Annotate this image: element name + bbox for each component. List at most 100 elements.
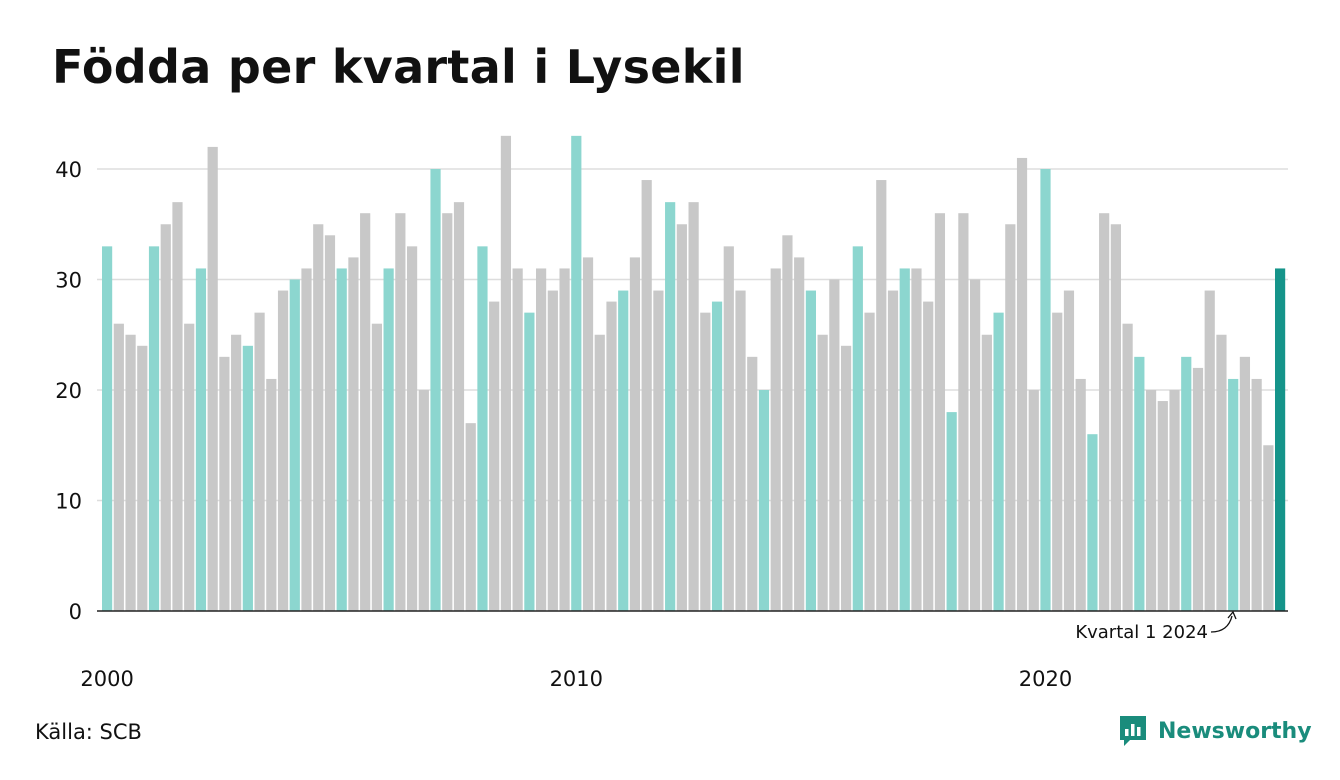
bar (277, 290, 289, 611)
bar (923, 301, 934, 611)
bar (113, 323, 124, 611)
bar (676, 224, 687, 611)
bar (758, 390, 770, 611)
bar (383, 268, 394, 611)
x-tick-label: 2010 (550, 667, 603, 691)
bar (125, 334, 136, 611)
bar (852, 246, 863, 611)
bar (1028, 390, 1039, 611)
y-tick-label: 40 (55, 158, 82, 182)
bar (395, 213, 406, 611)
bar (629, 257, 641, 611)
bar (102, 246, 113, 611)
bar (1251, 378, 1262, 611)
annotation-arrow (1210, 615, 1233, 633)
bar (1063, 290, 1075, 611)
x-axis-ticks: 2000 2010 2020 (80, 667, 1072, 691)
bar (1263, 445, 1274, 611)
y-tick-label: 30 (55, 269, 82, 293)
bar (137, 345, 148, 611)
bar (336, 268, 347, 611)
bar (324, 235, 336, 612)
bar (1145, 390, 1157, 611)
bar (782, 235, 793, 612)
y-tick-label: 20 (55, 379, 82, 403)
source-label: Källa: SCB (35, 720, 142, 744)
bar-chart: 0 10 20 30 40 2000 2010 2020 Kvartal 1 2024 (55, 135, 1288, 691)
bar (1110, 224, 1121, 611)
bar (911, 268, 922, 611)
bar (653, 290, 664, 611)
bar (1134, 356, 1145, 611)
bar (735, 290, 746, 611)
bar (406, 246, 418, 611)
bar (1040, 169, 1051, 611)
bar (1016, 157, 1028, 611)
bar (1075, 378, 1086, 611)
bar (219, 356, 230, 611)
bar (289, 279, 300, 611)
bar (148, 246, 160, 611)
bar (794, 257, 805, 611)
bar (172, 202, 183, 611)
bar (1052, 312, 1063, 611)
bar (1005, 224, 1016, 611)
bar (876, 180, 887, 612)
bar (1087, 434, 1098, 611)
bar (231, 334, 242, 611)
bar (840, 345, 852, 611)
y-tick-label: 10 (55, 490, 82, 514)
bar (1181, 356, 1192, 611)
bar (1157, 401, 1168, 611)
annotation: Kvartal 1 2024 (1075, 610, 1237, 643)
bar (512, 268, 523, 611)
bar (547, 290, 558, 611)
bar (582, 257, 594, 611)
bar (887, 290, 899, 611)
bar (371, 323, 382, 611)
bar (594, 334, 605, 611)
bar (559, 268, 570, 611)
bar (313, 224, 324, 611)
bar (266, 378, 277, 611)
bar (453, 202, 465, 611)
bar (665, 202, 676, 611)
bar (711, 301, 723, 611)
bar (1216, 334, 1227, 611)
bar (993, 312, 1004, 611)
bar (242, 345, 253, 611)
bar (500, 135, 512, 611)
chart-title: Födda per kvartal i Lysekil (52, 40, 745, 94)
bar (981, 334, 992, 611)
bar (160, 224, 171, 611)
bar (430, 169, 441, 611)
bar (207, 146, 218, 611)
bar (1099, 213, 1110, 611)
bar (477, 246, 488, 611)
bar (254, 312, 265, 611)
bar (1228, 378, 1239, 611)
bar (817, 334, 828, 611)
newsworthy-logo: Newsworthy (1118, 714, 1312, 748)
annotation-label: Kvartal 1 2024 (1075, 622, 1208, 643)
bar (641, 180, 652, 612)
bar (184, 323, 195, 611)
bar (864, 312, 875, 611)
bar (747, 356, 758, 611)
bar (829, 279, 840, 611)
y-axis-ticks: 0 10 20 30 40 (55, 158, 82, 624)
bar (899, 268, 910, 611)
bar (489, 301, 500, 611)
bar (571, 135, 582, 611)
bar (1122, 323, 1133, 611)
x-tick-label: 2020 (1019, 667, 1072, 691)
bar (524, 312, 535, 611)
bar (465, 423, 476, 611)
bar (195, 268, 207, 611)
bar (442, 213, 453, 611)
bar (688, 202, 699, 611)
bar (700, 312, 711, 611)
bar (946, 412, 957, 611)
bar (1192, 367, 1204, 611)
bar (301, 268, 312, 611)
